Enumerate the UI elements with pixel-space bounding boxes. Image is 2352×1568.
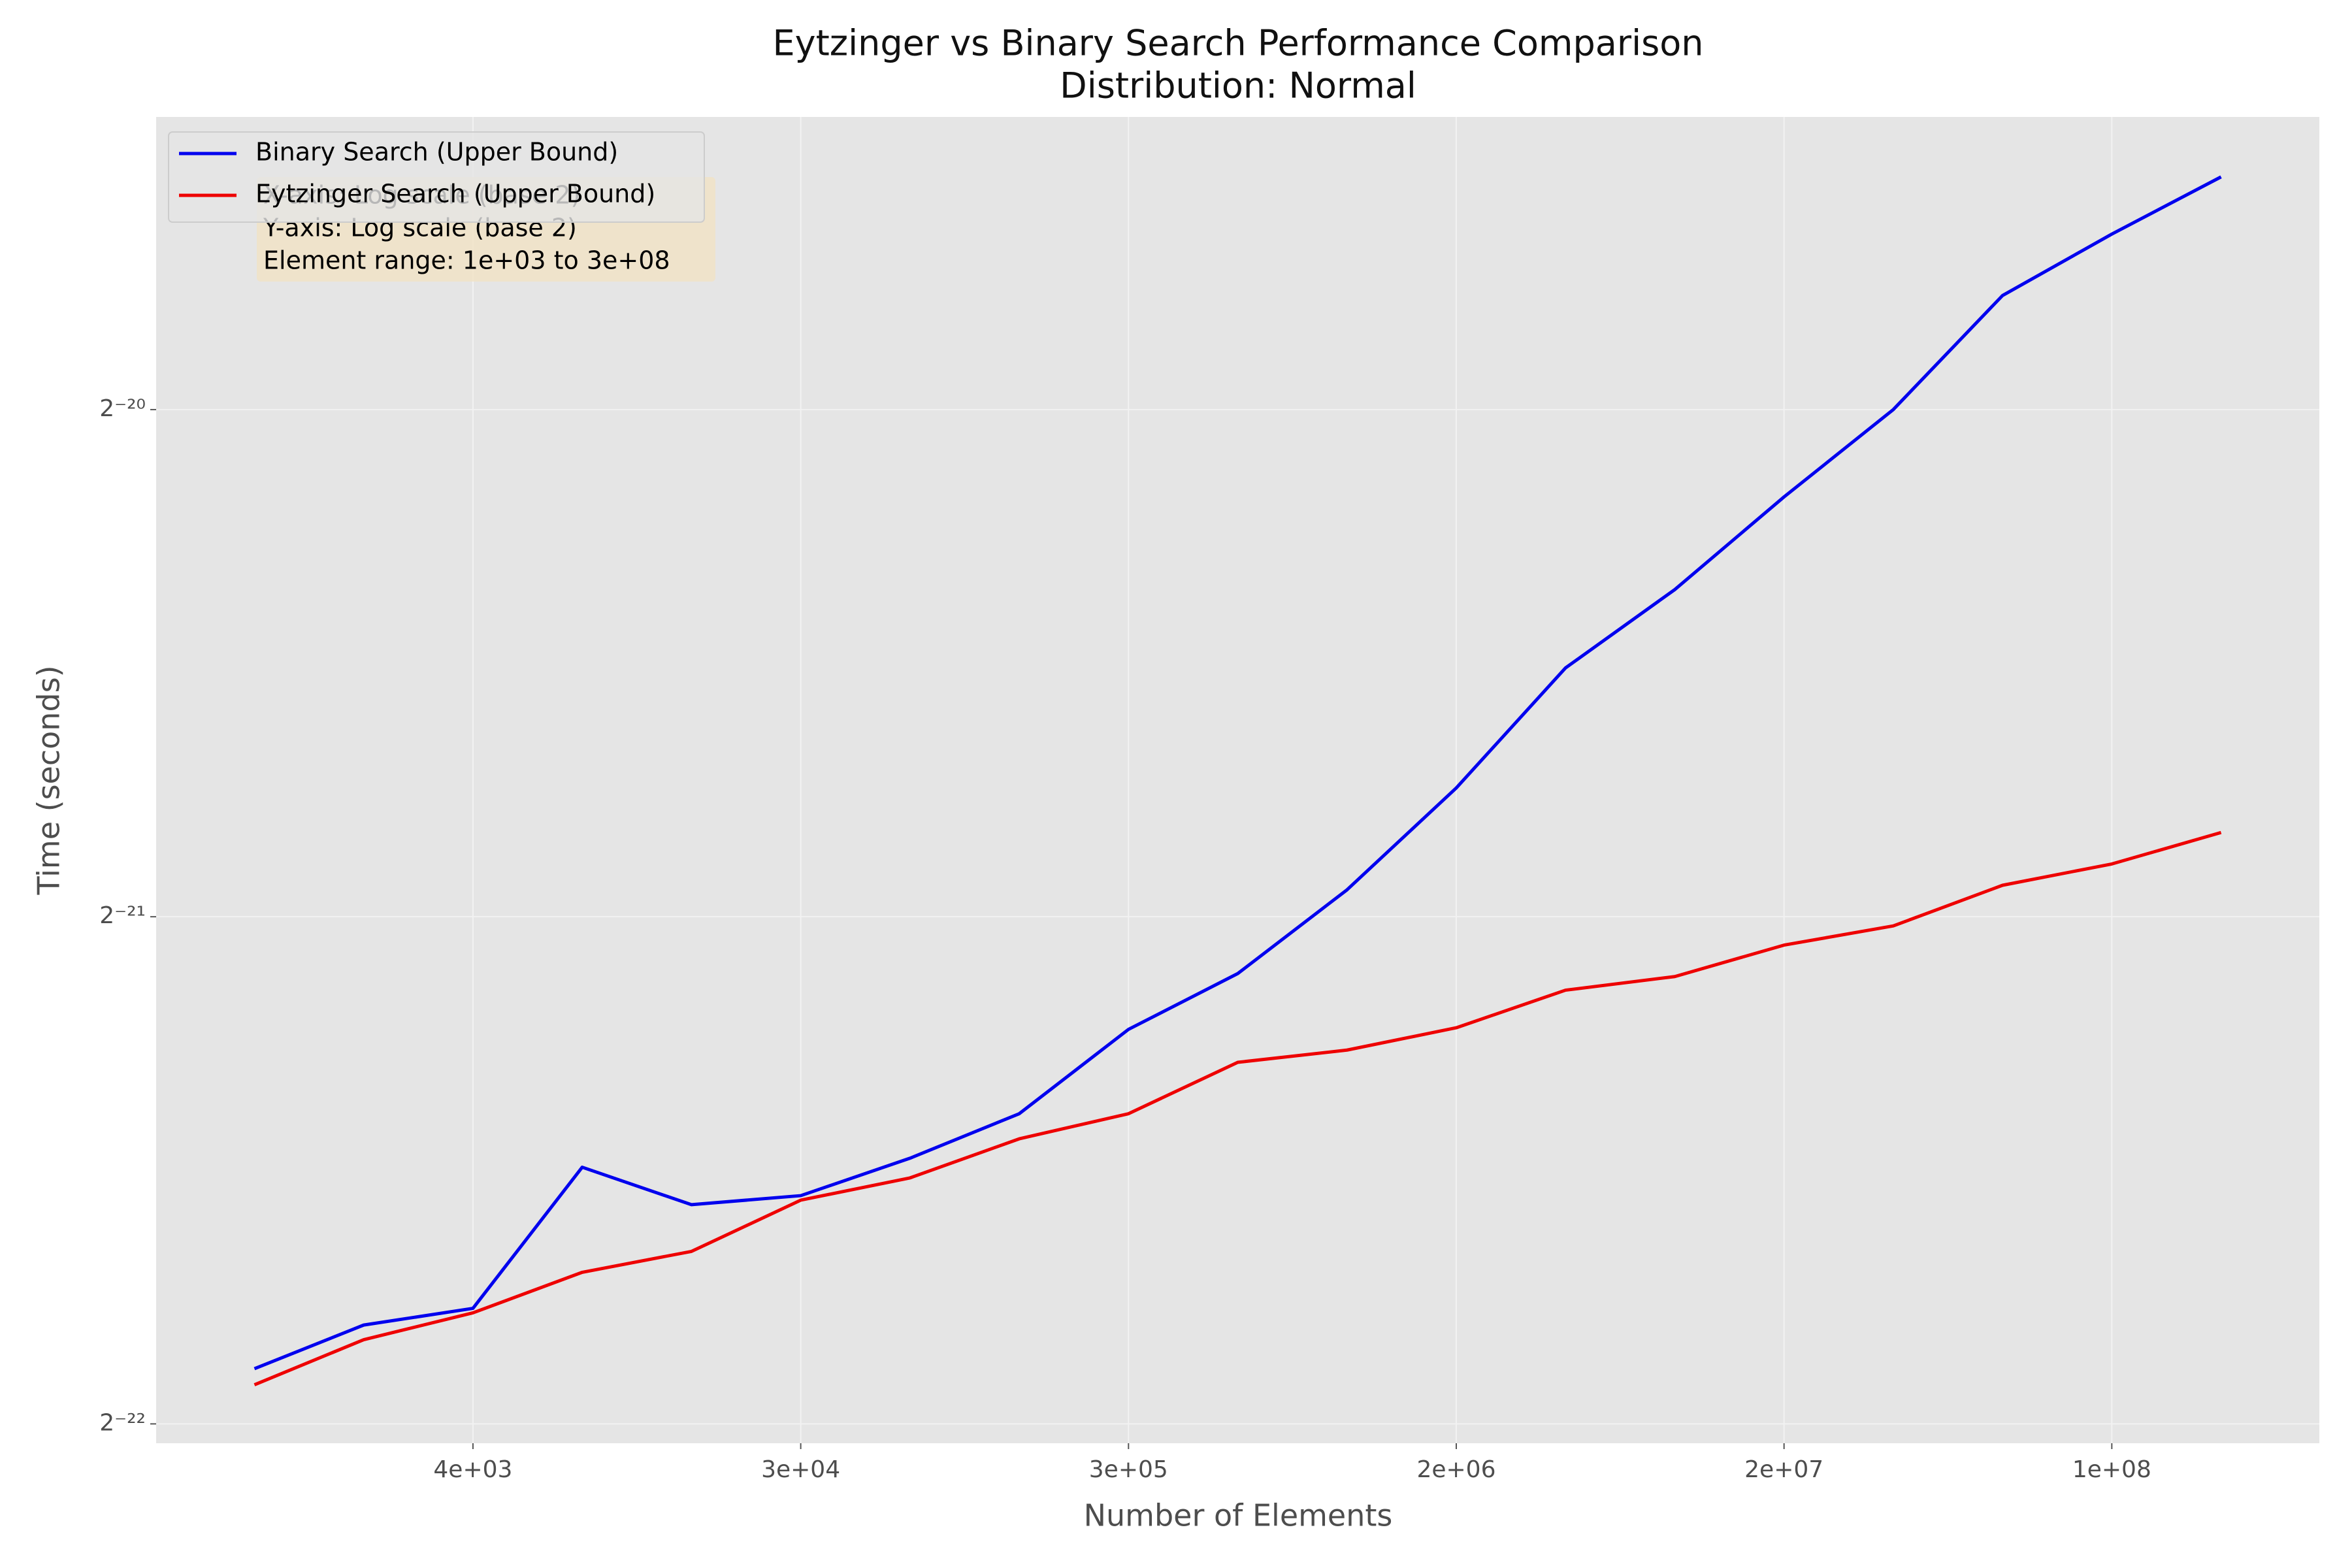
- x-tick-label: 4e+03: [433, 1456, 512, 1483]
- x-axis-label: Number of Elements: [1084, 1498, 1393, 1533]
- x-tick-label: 1e+08: [2072, 1456, 2151, 1483]
- legend-label: Binary Search (Upper Bound): [255, 138, 618, 167]
- chart-title: Eytzinger vs Binary Search Performance C…: [773, 23, 1704, 64]
- y-tick-label: 2⁻²²: [99, 1409, 146, 1436]
- series-line: [253, 830, 2222, 1386]
- chart-subtitle: Distribution: Normal: [1060, 65, 1416, 106]
- x-tick-label: 3e+05: [1089, 1456, 1168, 1483]
- legend-box: [168, 131, 705, 223]
- x-tick-label: 3e+04: [761, 1456, 840, 1483]
- series-line: [253, 175, 2222, 1371]
- y-axis-label: Time (seconds): [31, 665, 67, 895]
- annotation-text: Element range: 1e+03 to 3e+08: [263, 246, 670, 275]
- y-tick-label: 2⁻²⁰: [99, 395, 146, 422]
- legend-label: Eytzinger Search (Upper Bound): [255, 180, 655, 208]
- plot-area: [156, 117, 2319, 1443]
- x-tick-label: 2e+06: [1416, 1456, 1495, 1483]
- x-tick-label: 2e+07: [1744, 1456, 1823, 1483]
- y-tick-label: 2⁻²¹: [99, 902, 146, 929]
